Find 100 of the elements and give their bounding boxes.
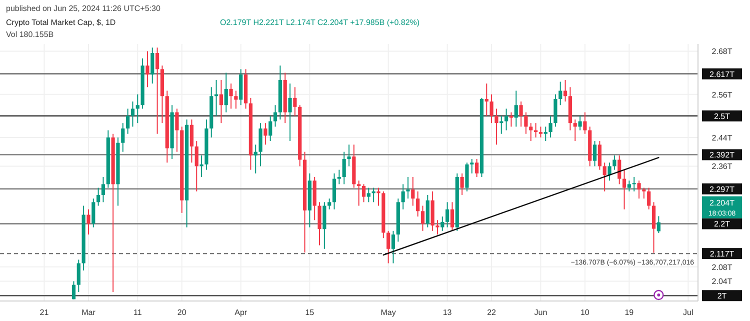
candlestick (652, 202, 656, 254)
candlestick (647, 187, 651, 210)
candlestick (273, 104, 278, 128)
candlestick (558, 81, 562, 106)
candlestick (484, 83, 488, 116)
x-tick-label: Apr (234, 308, 248, 317)
candlestick (514, 90, 518, 128)
x-tick-label: Jun (534, 308, 548, 317)
ref-line-label: 2T (717, 292, 727, 301)
candlestick (573, 118, 577, 142)
ref-line-label: 2.5T (714, 112, 730, 121)
text: published on Jun 25, 2024 11:26 UTC+5:30 (6, 4, 161, 13)
candlestick (92, 198, 96, 228)
candlestick (475, 158, 479, 178)
candlestick (608, 162, 612, 182)
candlestick (524, 112, 528, 134)
candlestick (490, 94, 494, 124)
candlestick (332, 172, 336, 210)
candlestick (583, 112, 587, 134)
candlestick (76, 259, 80, 293)
y-tick-label: 2.08T (712, 262, 732, 272)
candlestick (293, 86, 297, 116)
text: Vol 180.155B (6, 30, 54, 39)
candlestick (254, 144, 258, 174)
candlestick (519, 101, 523, 128)
ref-line-label: 2.2T (714, 220, 730, 229)
chart-title: Crypto Total Market Cap, $, 1D (6, 18, 116, 27)
y-tick-label: 2.36T (712, 162, 732, 172)
y-tick-label: 2.44T (712, 133, 732, 142)
candlestick (268, 115, 272, 142)
candlestick (347, 144, 351, 167)
candlestick (416, 190, 420, 218)
candlestick (200, 154, 204, 178)
candlestick (544, 126, 548, 142)
candlestick (406, 176, 410, 200)
candlestick (470, 158, 474, 174)
x-tick-label: 10 (580, 308, 590, 317)
text: 2.204T (710, 198, 735, 208)
candlestick (401, 184, 405, 210)
candlestick (627, 180, 631, 192)
candlestick (136, 94, 140, 124)
candlestick (440, 216, 444, 232)
y-tick-label: 2.04T (712, 277, 732, 286)
candlestick (598, 140, 602, 170)
x-tick-label: 15 (305, 308, 315, 317)
candlestick (450, 202, 454, 232)
candlestick (234, 90, 238, 110)
candlestick (548, 115, 552, 138)
candlestick (362, 184, 366, 203)
candlestick (357, 180, 361, 206)
x-tick-label: 21 (40, 308, 50, 317)
candlestick (258, 122, 262, 167)
candlestick (391, 230, 396, 264)
candlestick (465, 162, 469, 192)
candlestick (342, 151, 346, 185)
text: O2.179T H2.221T L2.174T C2.204T +17.985B (+0.82%) (220, 18, 420, 27)
candlestick (72, 280, 76, 300)
ref-line-label: 2.392T (710, 150, 735, 160)
candlestick (130, 101, 135, 128)
candlestick (446, 202, 450, 228)
candlestick (318, 202, 322, 246)
candlestick (563, 79, 568, 102)
candlestick (637, 180, 641, 200)
candlestick (656, 216, 660, 234)
candlestick (602, 162, 606, 192)
candlestick (618, 154, 622, 185)
x-tick-label: 19 (624, 308, 634, 317)
candlestick (420, 205, 425, 232)
candlestick (538, 126, 543, 138)
candlestick (126, 108, 130, 134)
candlestick (426, 194, 430, 228)
ref-line-label: 2.617T (710, 70, 735, 79)
candlestick (322, 202, 326, 250)
candlestick (175, 108, 179, 152)
ref-line-label: 2.297T (710, 184, 735, 194)
candlestick (386, 230, 390, 264)
candlestick (642, 187, 646, 200)
x-tick-label: 20 (177, 308, 187, 317)
x-tick-label: May (380, 308, 396, 317)
candlestick (592, 140, 597, 167)
candlestick (146, 50, 150, 88)
x-tick-label: 11 (133, 308, 142, 317)
x-tick-label: Mar (82, 308, 96, 317)
candlestick (229, 83, 233, 110)
x-tick-label: 13 (442, 308, 452, 317)
candlestick (96, 187, 100, 206)
y-tick-label: 2.68T (712, 47, 732, 56)
candlestick (155, 47, 160, 134)
candlestick (578, 115, 582, 131)
candlestick (411, 176, 415, 206)
candlestick (264, 122, 268, 146)
candlestick (529, 122, 533, 142)
x-tick-label: Jul (683, 308, 694, 317)
candlestick (376, 187, 380, 206)
candlestick (337, 169, 341, 185)
x-tick-label: 22 (487, 308, 497, 317)
candlestick (101, 176, 106, 203)
candlestick (328, 198, 332, 210)
candlestick (121, 122, 125, 152)
candlestick (288, 83, 292, 142)
